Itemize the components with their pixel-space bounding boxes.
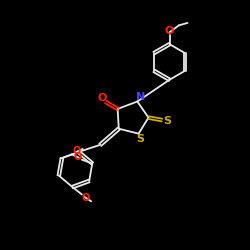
Text: S: S [136, 134, 144, 144]
Text: S: S [163, 116, 171, 126]
Text: O: O [165, 26, 174, 36]
Text: O: O [82, 193, 90, 203]
Text: O: O [97, 93, 106, 103]
Text: N: N [136, 92, 145, 102]
Text: O: O [73, 152, 82, 162]
Text: O: O [73, 146, 81, 156]
